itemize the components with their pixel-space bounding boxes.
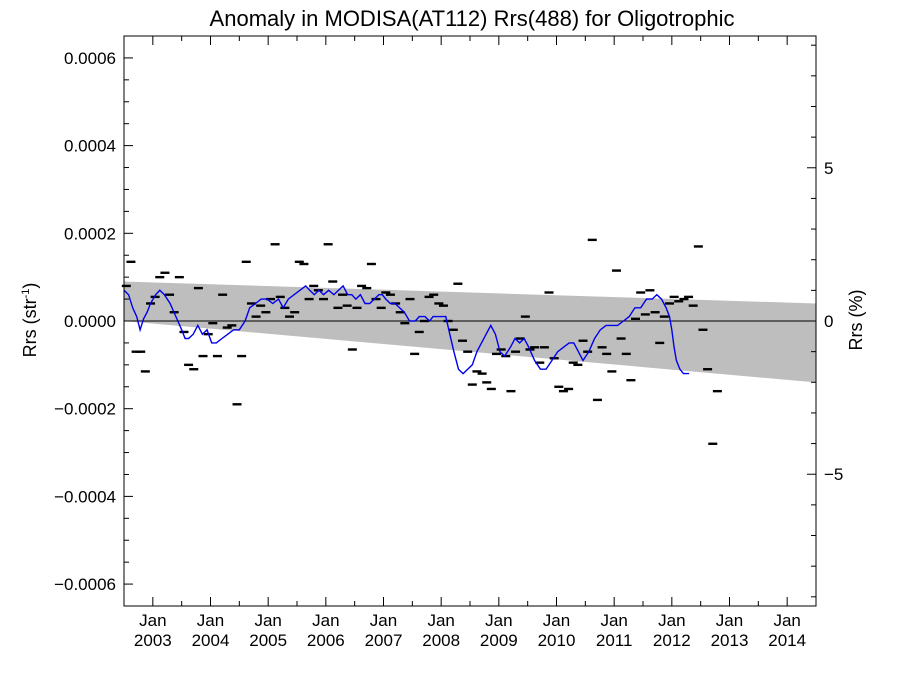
x-tick-year-label: 2008 <box>422 631 460 650</box>
y-axis-left-title-sup: -1 <box>20 289 32 299</box>
y-right-tick-label: 0 <box>824 312 833 331</box>
x-tick-month-label: Jan <box>600 611 627 630</box>
y-axis-right-title: Rrs (%) <box>846 290 866 351</box>
y-left-tick-label: −0.0004 <box>54 487 116 506</box>
x-tick-year-label: 2006 <box>307 631 345 650</box>
y-left-tick-label: 0.0006 <box>64 49 116 68</box>
chart-title: Anomaly in MODISA(AT112) Rrs(488) for Ol… <box>210 6 735 31</box>
y-left-tick-label: −0.0002 <box>54 400 116 419</box>
x-tick-month-label: Jan <box>658 611 685 630</box>
y-left-tick-label: 0.0004 <box>64 137 116 156</box>
x-tick-month-label: Jan <box>485 611 512 630</box>
y-right-tick-label: 5 <box>824 159 833 178</box>
plot-area: 0.0006 0.0004 0.0002 0.0000 −0.0002 −0.0004 −0… <box>54 35 843 650</box>
y-right-tick-label: −5 <box>824 465 843 484</box>
y-left-tick-label: 0.0000 <box>64 312 116 331</box>
x-tick-year-label: 2011 <box>596 631 633 650</box>
x-tick-month-label: Jan <box>254 611 281 630</box>
x-tick-year-label: 2012 <box>653 631 691 650</box>
y-axis-left-title: Rrs (str-1) <box>20 283 40 358</box>
x-tick-month-label: Jan <box>312 611 339 630</box>
x-tick-month-label: Jan <box>773 611 800 630</box>
x-tick-year-label: 2004 <box>192 631 230 650</box>
x-tick-month-label: Jan <box>427 611 454 630</box>
x-tick-year-label: 2010 <box>538 631 576 650</box>
x-tick-year-label: 2009 <box>480 631 518 650</box>
trend-band <box>124 281 816 383</box>
x-tick-month-label: Jan <box>197 611 224 630</box>
x-tick-month-label: Jan <box>716 611 743 630</box>
y-axis-left-title-main: Rrs (str <box>20 298 40 357</box>
x-tick-month-label: Jan <box>139 611 166 630</box>
y-axis-left-title-end: ) <box>20 283 40 289</box>
x-tick-year-label: 2014 <box>768 631 806 650</box>
y-left-tick-label: 0.0002 <box>64 224 116 243</box>
running-mean-line <box>123 284 690 375</box>
x-tick-year-label: 2013 <box>711 631 749 650</box>
x-tick-month-label: Jan <box>543 611 570 630</box>
x-tick-year-label: 2007 <box>365 631 403 650</box>
x-tick-month-label: Jan <box>370 611 397 630</box>
x-tick-year-label: 2005 <box>249 631 287 650</box>
y-left-tick-label: −0.0006 <box>54 575 116 594</box>
x-tick-year-label: 2003 <box>134 631 172 650</box>
